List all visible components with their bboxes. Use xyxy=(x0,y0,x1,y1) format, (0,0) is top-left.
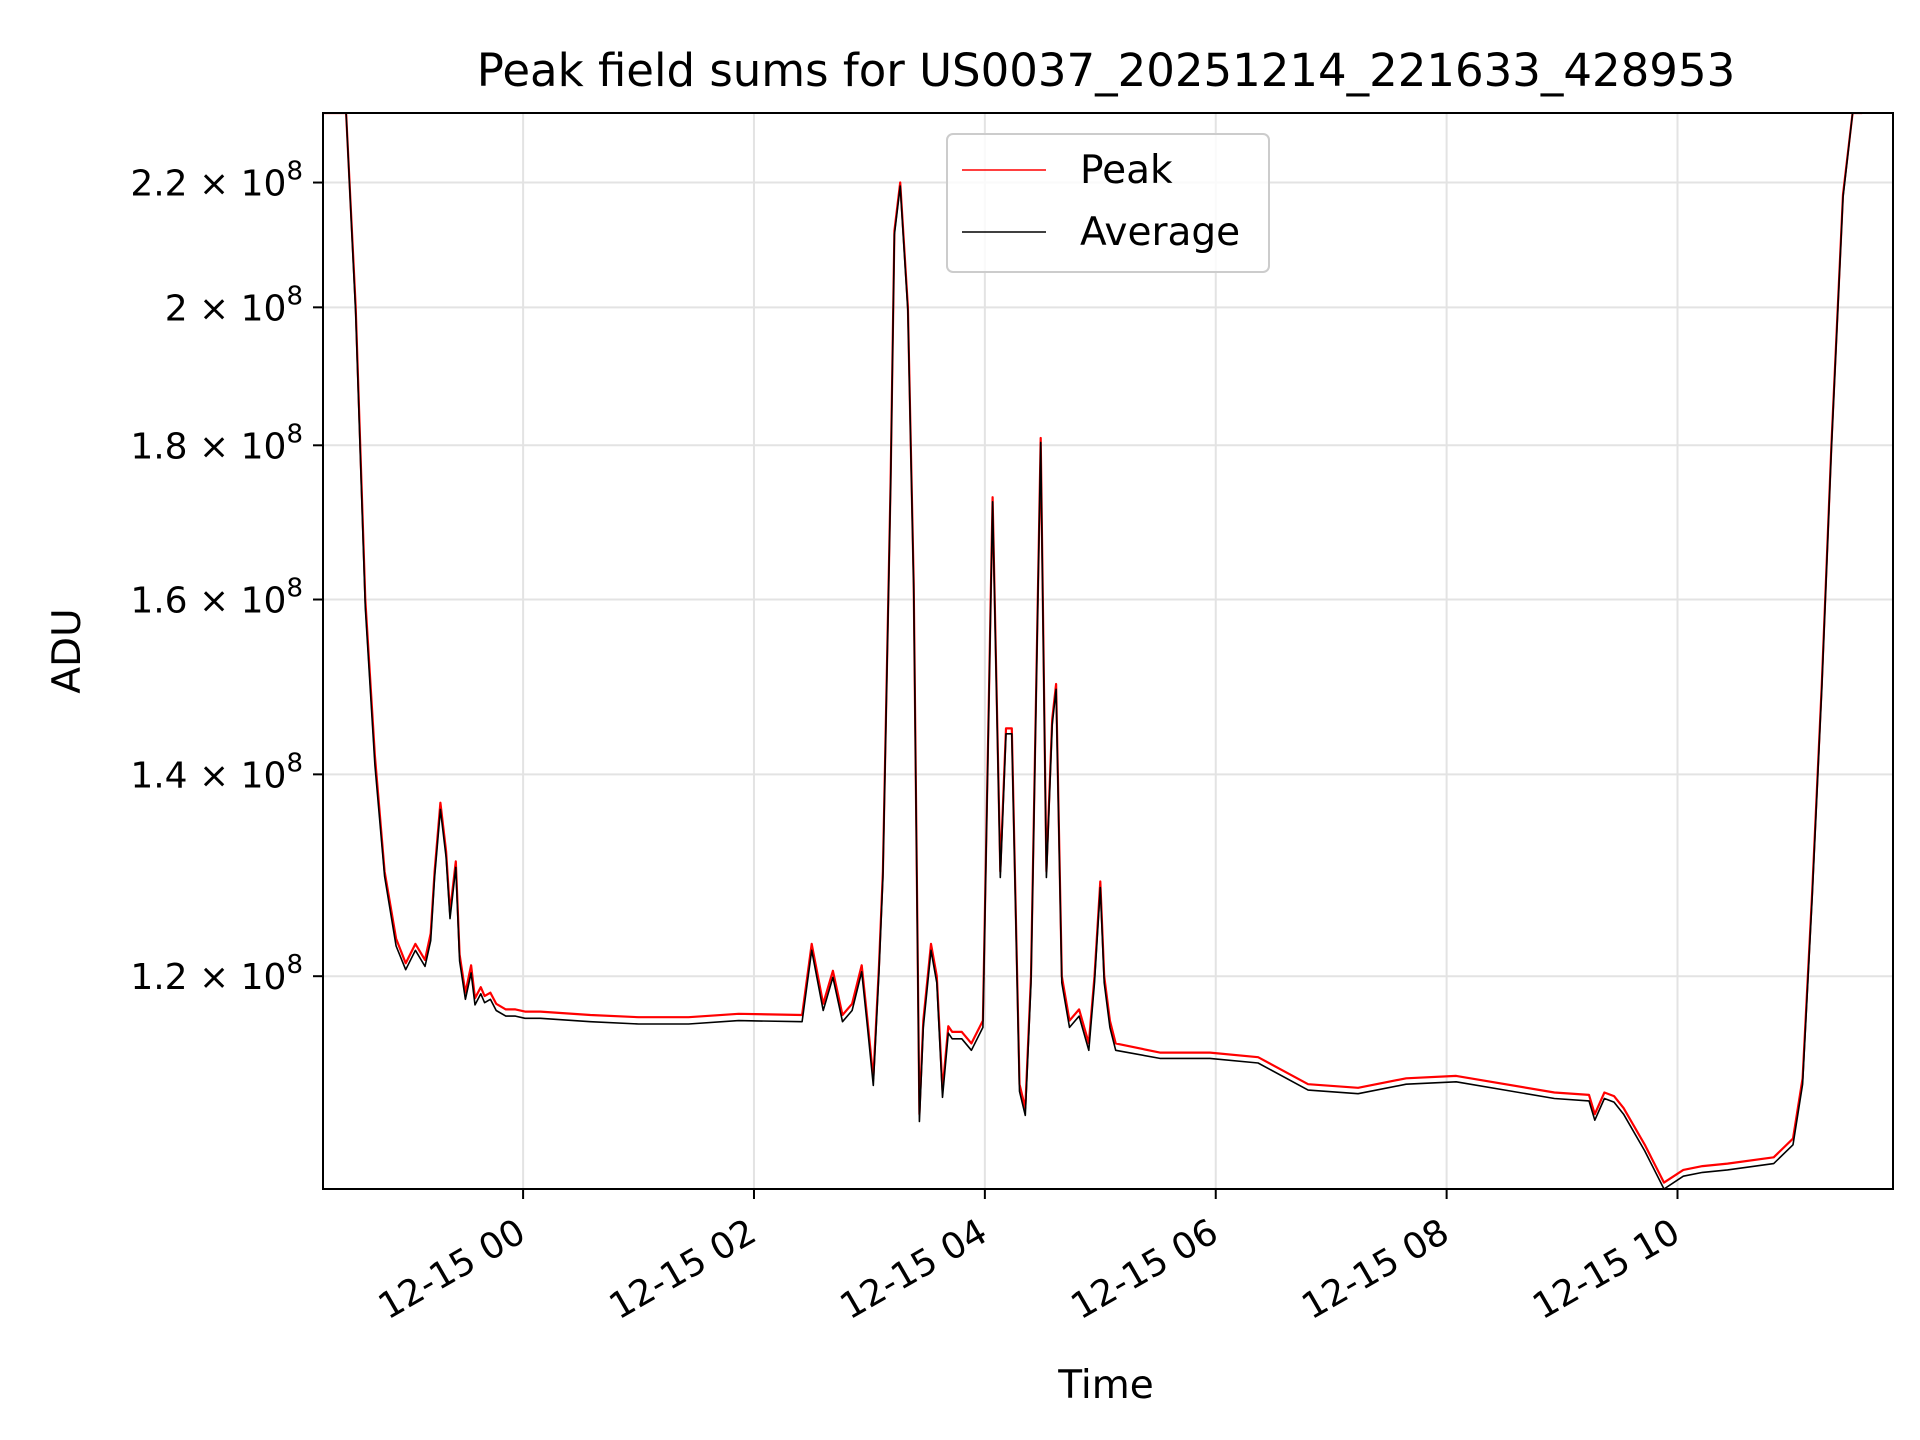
legend-label-peak: Peak xyxy=(1080,148,1173,193)
y-tick-label: 1.4 × 108 xyxy=(130,748,303,796)
grid-lines xyxy=(323,113,1893,1189)
y-axis-label: ADU xyxy=(45,608,90,693)
y-tick-label: 1.8 × 108 xyxy=(130,419,303,467)
series-line-average xyxy=(323,113,1863,1189)
y-tick-label: 1.2 × 108 xyxy=(130,950,303,998)
y-tick-label: 2.2 × 108 xyxy=(130,157,303,205)
y-tick-label: 2 × 108 xyxy=(165,281,303,329)
legend: Peak Average xyxy=(946,133,1270,273)
legend-box xyxy=(946,133,1270,273)
y-axis-ticks: 1.2 × 108 1.4 × 108 1.6 × 108 1.8 × 108 2 × … xyxy=(130,157,323,998)
x-axis-label: Time xyxy=(1057,1363,1153,1408)
legend-label-average: Average xyxy=(1080,210,1240,255)
series-lines xyxy=(323,113,1863,1189)
plot-frame xyxy=(322,112,1894,1190)
chart-title: Peak field sums for US0037_20251214_2216… xyxy=(477,44,1735,97)
y-tick-label: 1.6 × 108 xyxy=(130,574,303,622)
